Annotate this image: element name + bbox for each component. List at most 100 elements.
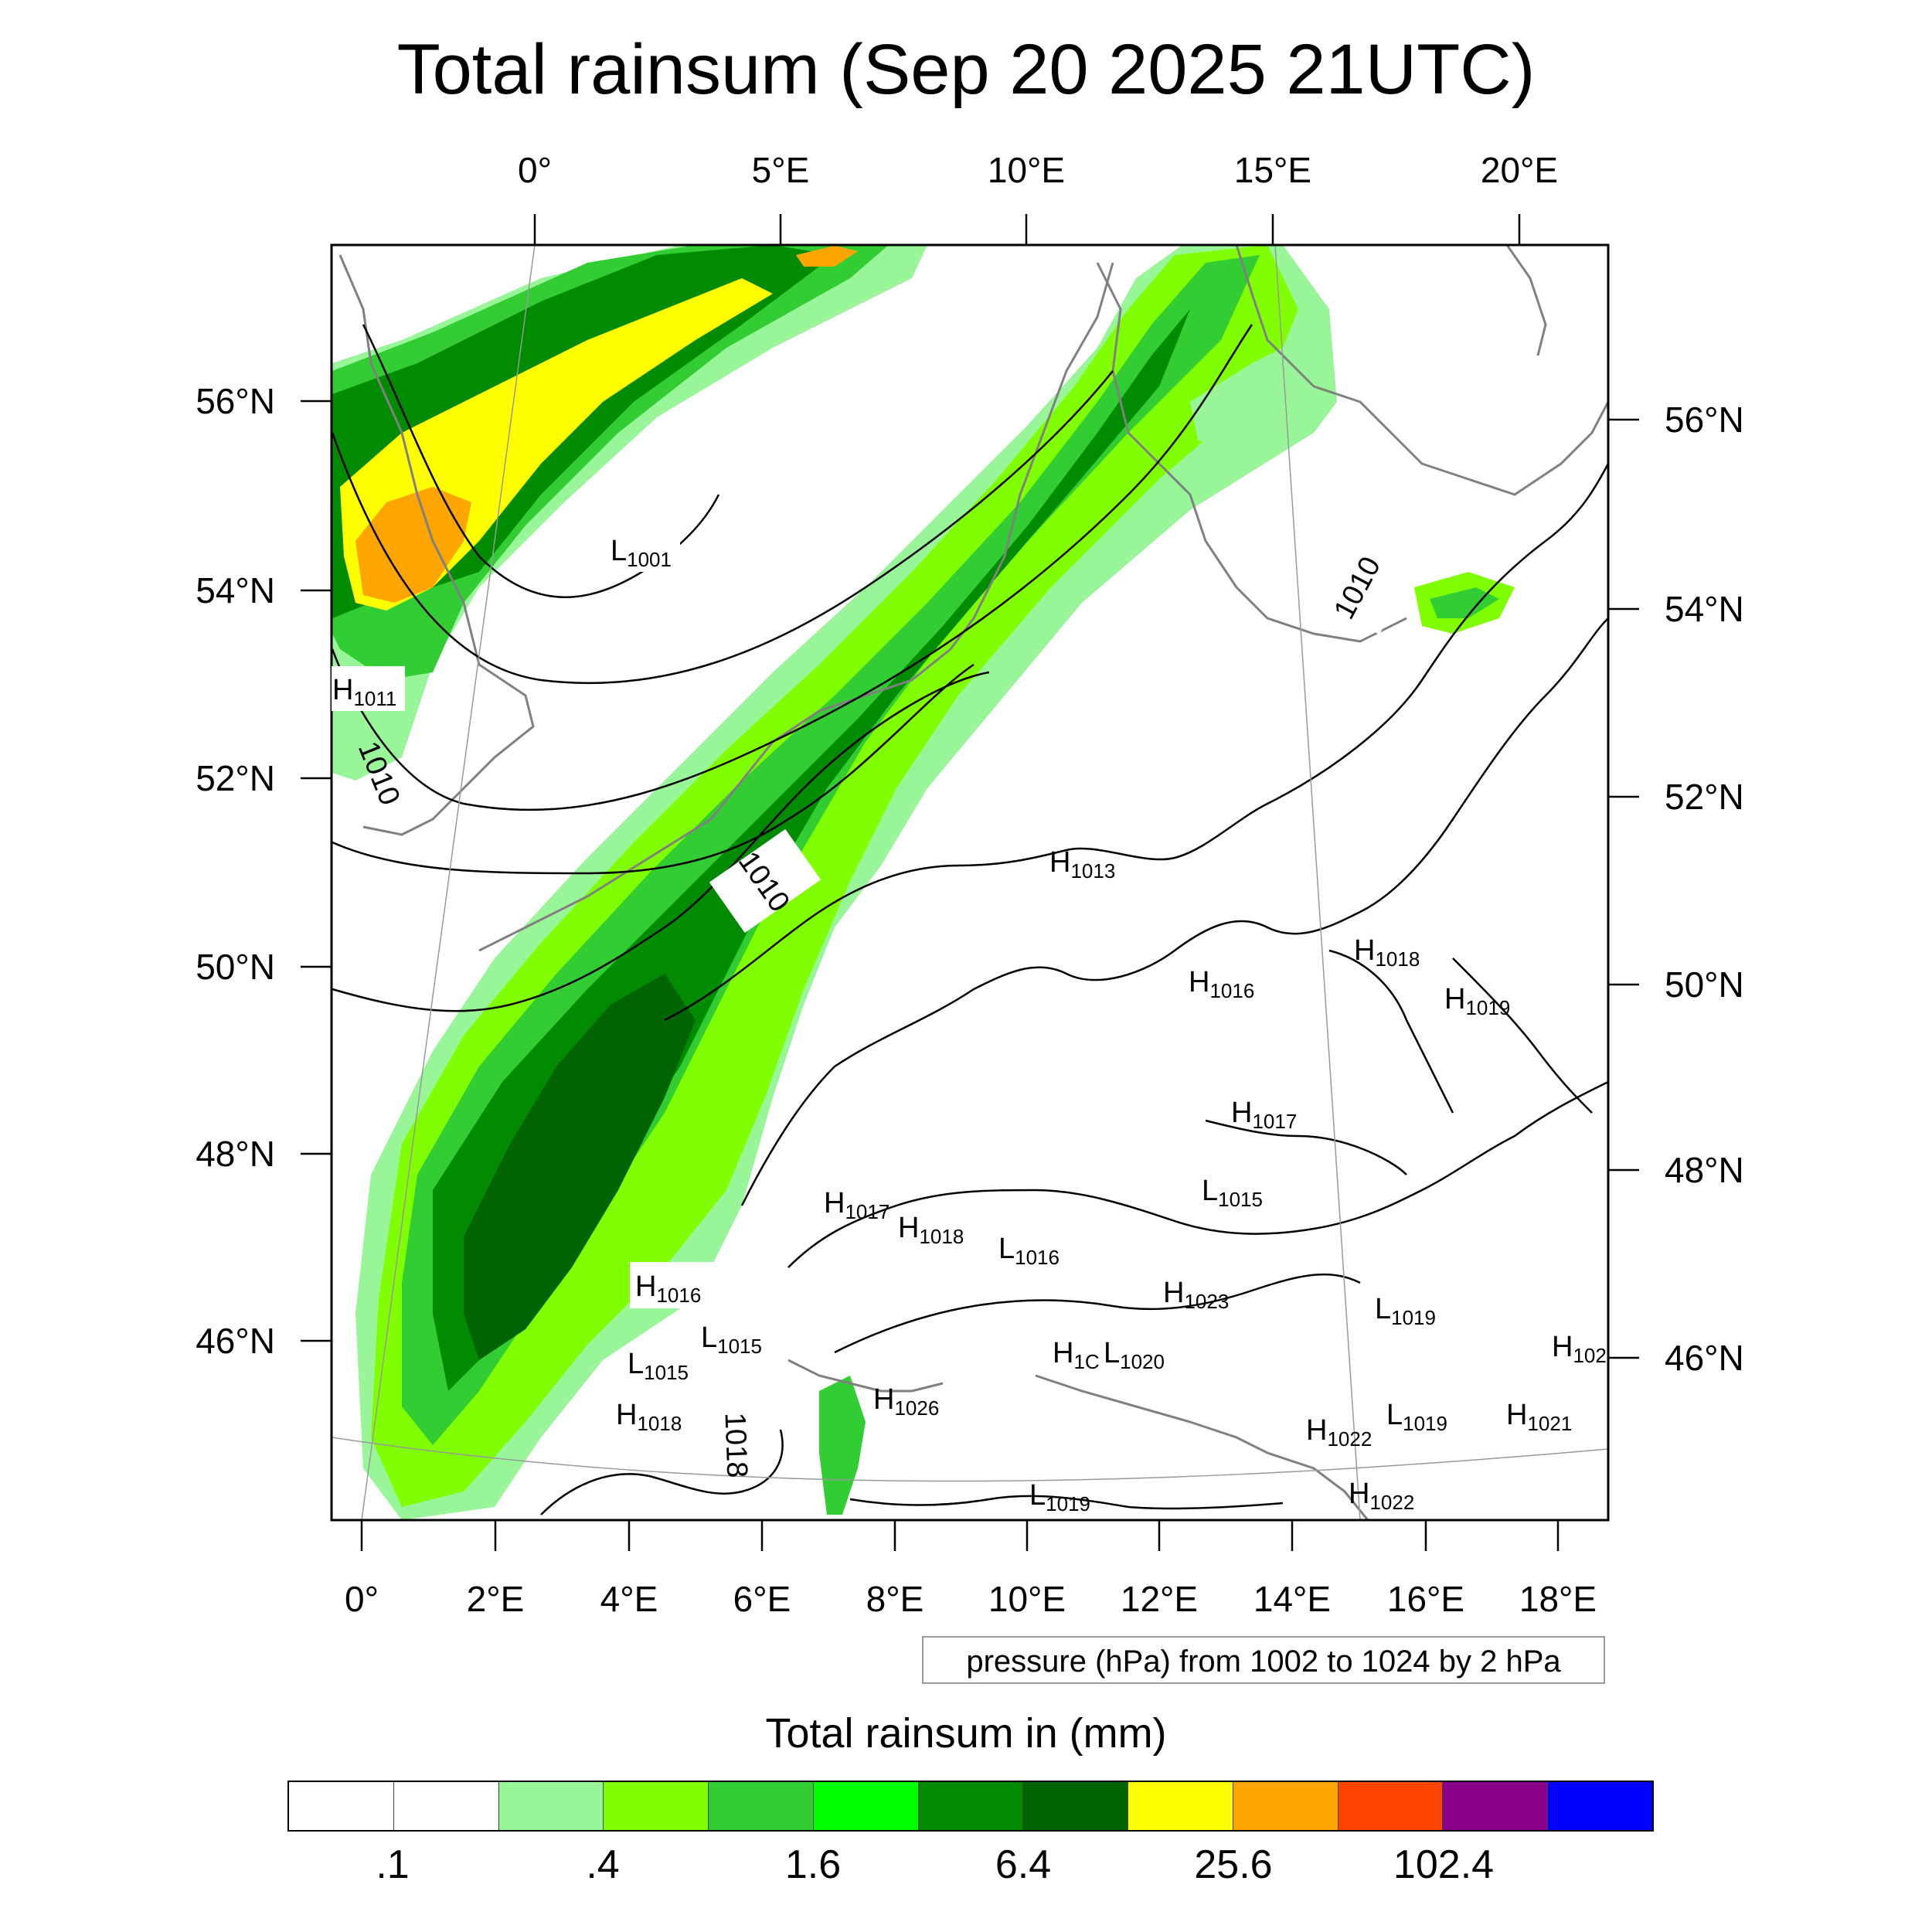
pressure-center-label: H1016 (1189, 966, 1254, 1002)
isobar-13 (1328, 949, 1454, 1114)
pressure-center-label: H102 (1552, 1331, 1607, 1367)
top-lon-label-15e: 15°E (1234, 150, 1311, 190)
pressure-center-label: L1015 (1202, 1175, 1263, 1211)
top-lon-label-10e: 10°E (988, 150, 1065, 190)
pressure-note: pressure (hPa) from 1002 to 1024 by 2 hP… (922, 1636, 1605, 1684)
pressure-center-label: H1021 (1506, 1399, 1572, 1435)
colorbar-label: .1 (376, 1842, 410, 1887)
isobar-10 (849, 1495, 1284, 1510)
isobar-3 (332, 324, 1253, 811)
coast-denmark (1096, 262, 1407, 643)
pressure-center-label: H1022 (1349, 1478, 1414, 1514)
bottom-lon-label-12e: 12°E (1121, 1579, 1198, 1619)
rain-east-patch-2 (1430, 587, 1499, 618)
isobar-2 (332, 370, 1114, 685)
colorbar-label: .4 (586, 1842, 620, 1887)
top-lon-label-5e: 5°E (752, 150, 810, 190)
meridian-0 (361, 245, 536, 1520)
bottom-lon-label-18e: 18°E (1519, 1579, 1597, 1619)
pressure-center-label: L1020 (1104, 1337, 1165, 1373)
bottom-lon-label-10e: 10°E (988, 1579, 1066, 1619)
isobar-12 (1452, 957, 1593, 1114)
right-lat-label-52n: 52°N (1665, 777, 1744, 817)
colorbar-label: 102.4 (1393, 1842, 1495, 1887)
rain-band-main-darker (464, 974, 696, 1360)
rain-band-north-orange (355, 487, 471, 603)
pressure-center-label: L1015 (628, 1348, 689, 1384)
isobars (332, 324, 1608, 1515)
colorbar-box (813, 1782, 919, 1830)
map-frame (330, 243, 1610, 1522)
isobar-11 (540, 1429, 784, 1515)
pressure-center-label: H1C (1053, 1337, 1100, 1373)
colorbar-label: 6.4 (995, 1842, 1052, 1887)
pressure-center-label: H1011 (332, 674, 396, 710)
colorbar-label: 25.6 (1194, 1842, 1273, 1887)
map-title: Total rainsum (Sep 20 2025 21UTC) (396, 30, 1536, 109)
pressure-center-label: H1019 (1444, 983, 1510, 1019)
pressure-center-label: H1026 (873, 1383, 939, 1420)
bottom-lon-label-4e: 4°E (600, 1579, 658, 1619)
right-lat-label-50n: 50°N (1665, 964, 1744, 1005)
dry-slot (634, 309, 997, 680)
colorbar-title: Total rainsum in (mm) (765, 1710, 1167, 1757)
pressure-center-label: H1018 (616, 1399, 682, 1435)
isobar-8 (787, 1080, 1608, 1268)
pressure-center-label: H1018 (898, 1212, 964, 1248)
coast-adriatic (1035, 1374, 1369, 1520)
coast-ligurian (787, 1359, 944, 1393)
right-lat-label-46n: 46°N (1665, 1338, 1744, 1378)
pressure-center-label: H1017 (1231, 1097, 1297, 1133)
coast-gotland (1505, 245, 1547, 356)
isobar-6 (664, 463, 1608, 1022)
bottom-lon-label-6e: 6°E (733, 1579, 791, 1619)
coast-continent (478, 262, 1114, 952)
coast-baltic (1235, 245, 1608, 496)
isobar-5 (332, 671, 990, 1012)
isobar-14 (1205, 1119, 1407, 1175)
pressure-center-label: L1016 (998, 1233, 1060, 1269)
pressure-center-label: H1023 (1163, 1277, 1229, 1313)
coast-uk (338, 254, 535, 836)
rain-field (332, 245, 1515, 1520)
right-lat-label-56n: 56°N (1665, 400, 1744, 440)
colorbar-box (1443, 1782, 1549, 1830)
pressure-centers: L1001 H1011 H1013 H1018 H1016 H1019 H101… (332, 527, 1607, 1515)
left-lat-label-56n: 56°N (196, 381, 275, 421)
isobar-4 (332, 663, 975, 875)
colorbar-box (498, 1782, 604, 1830)
colorbar-box (1023, 1782, 1129, 1830)
right-lat-label-54n: 54°N (1665, 589, 1744, 629)
colorbar-box (604, 1782, 709, 1830)
pressure-center-label: H1013 (1049, 846, 1115, 883)
isobar-1 (362, 324, 720, 598)
isobar-label-group-4: 1018 (719, 1412, 753, 1478)
isobar-label: 1018 (719, 1412, 753, 1478)
left-lat-label-46n: 46°N (196, 1321, 275, 1361)
colorbar-box (289, 1782, 394, 1830)
isobar-label-group-1: 1010 (1304, 539, 1409, 635)
pressure-center-label: L1001 (611, 535, 672, 571)
colorbar-box (1128, 1782, 1233, 1830)
left-lat-label-48n: 48°N (196, 1134, 275, 1174)
top-lon-label-0: 0° (518, 150, 552, 190)
graticule (332, 245, 1608, 1520)
bottom-lon-label-0: 0° (345, 1579, 379, 1619)
pressure-center-label: L1015 (701, 1321, 762, 1358)
colorbar-box (918, 1782, 1024, 1830)
rain-band-north-orange-2 (796, 246, 858, 267)
right-lat-label-48n: 48°N (1665, 1150, 1744, 1190)
ticks (301, 214, 1639, 1551)
pressure-center-label: H1022 (1306, 1414, 1372, 1451)
colorbar-box (393, 1782, 499, 1830)
colorbar-box (1338, 1782, 1444, 1830)
bottom-lon-label-8e: 8°E (866, 1579, 924, 1619)
colorbar-label: 1.6 (784, 1842, 842, 1887)
colorbar-box (1548, 1782, 1652, 1830)
isobar-7 (740, 617, 1608, 1206)
left-lat-label-52n: 52°N (196, 758, 275, 798)
pressure-center-label: H1016 (635, 1270, 701, 1307)
colorbar (287, 1781, 1654, 1832)
parallel-45n (332, 1437, 1608, 1482)
bottom-lon-label-2e: 2°E (467, 1579, 525, 1619)
